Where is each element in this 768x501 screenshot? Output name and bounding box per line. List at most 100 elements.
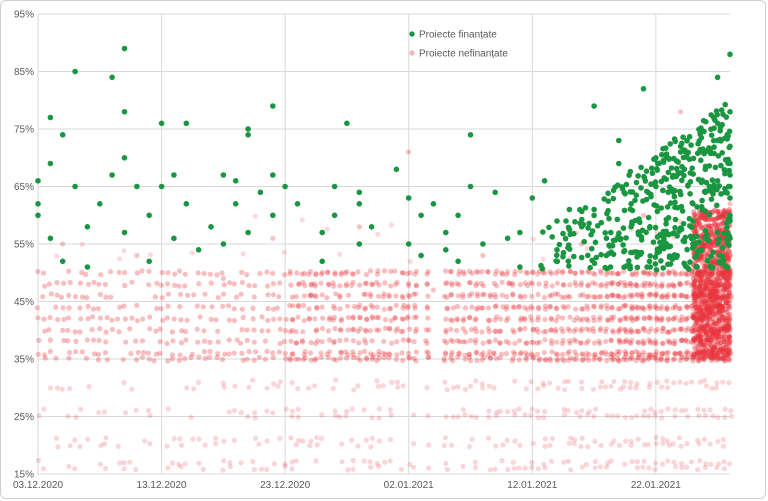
funded-point <box>724 136 730 142</box>
unfunded-point <box>708 300 715 306</box>
unfunded-point <box>713 357 719 363</box>
unfunded-point <box>231 306 237 312</box>
unfunded-point <box>234 337 240 343</box>
unfunded-point <box>697 379 703 385</box>
unfunded-point <box>683 407 689 413</box>
unfunded-point <box>710 312 716 318</box>
unfunded-point <box>251 327 257 333</box>
unfunded-point <box>704 323 711 329</box>
unfunded-point <box>530 339 537 345</box>
funded-point <box>672 138 679 145</box>
unfunded-point <box>628 328 634 334</box>
unfunded-point <box>702 263 708 269</box>
unfunded-point <box>721 349 727 355</box>
unfunded-point <box>363 272 369 278</box>
unfunded-point <box>277 379 284 385</box>
unfunded-point <box>679 292 685 298</box>
unfunded-point <box>609 305 615 311</box>
unfunded-point <box>376 438 382 444</box>
unfunded-point <box>472 317 478 323</box>
funded-point <box>642 178 649 184</box>
funded-point <box>220 241 227 247</box>
funded-point <box>696 126 702 133</box>
unfunded-point <box>375 231 381 237</box>
unfunded-point <box>72 437 78 443</box>
unfunded-point <box>688 338 695 345</box>
unfunded-point <box>424 340 430 346</box>
unfunded-point <box>411 441 417 447</box>
unfunded-point <box>723 300 729 306</box>
unfunded-point <box>455 384 461 390</box>
unfunded-point <box>705 268 711 274</box>
unfunded-point <box>694 218 701 224</box>
unfunded-point <box>679 354 685 360</box>
unfunded-point <box>547 304 553 310</box>
unfunded-point <box>703 323 710 329</box>
unfunded-point <box>715 304 721 310</box>
unfunded-point <box>659 283 665 289</box>
unfunded-point <box>350 457 356 464</box>
unfunded-point <box>703 337 709 343</box>
unfunded-point <box>709 307 716 313</box>
unfunded-point <box>572 270 578 276</box>
unfunded-point <box>684 304 691 310</box>
unfunded-point <box>699 317 705 324</box>
unfunded-point <box>400 383 406 389</box>
unfunded-point <box>698 293 704 299</box>
unfunded-point <box>701 351 707 358</box>
unfunded-point <box>726 325 732 331</box>
unfunded-point <box>129 315 135 321</box>
unfunded-point <box>610 280 616 286</box>
unfunded-point <box>710 239 716 245</box>
unfunded-point <box>486 414 492 420</box>
unfunded-point <box>441 338 448 344</box>
unfunded-point <box>713 291 719 297</box>
unfunded-point <box>127 326 133 332</box>
unfunded-point <box>448 292 454 298</box>
unfunded-point <box>117 256 123 262</box>
unfunded-point <box>565 304 571 310</box>
unfunded-point <box>719 296 725 302</box>
unfunded-point <box>505 315 511 321</box>
unfunded-point <box>707 310 713 316</box>
unfunded-point <box>667 329 673 335</box>
unfunded-point <box>283 316 289 322</box>
unfunded-point <box>702 413 709 419</box>
unfunded-point <box>491 280 497 286</box>
unfunded-point <box>485 317 491 323</box>
unfunded-point <box>700 317 706 323</box>
unfunded-point <box>121 269 128 276</box>
funded-point <box>195 247 202 253</box>
unfunded-point <box>357 282 363 288</box>
unfunded-point <box>153 351 159 357</box>
unfunded-point <box>712 291 718 298</box>
unfunded-point <box>567 314 573 320</box>
unfunded-point <box>492 304 498 310</box>
funded-point <box>714 202 720 209</box>
unfunded-point <box>324 226 330 232</box>
unfunded-point <box>139 338 146 344</box>
unfunded-point <box>722 354 728 360</box>
legend-label-unfunded: Proiecte nefinanțate <box>419 49 508 60</box>
funded-point <box>719 244 726 251</box>
unfunded-point <box>689 354 695 360</box>
funded-point <box>592 239 599 246</box>
unfunded-point <box>700 253 706 259</box>
unfunded-point <box>213 440 219 447</box>
unfunded-point <box>518 315 524 321</box>
unfunded-point <box>585 338 591 344</box>
unfunded-point <box>361 407 367 413</box>
unfunded-point <box>692 294 699 300</box>
funded-point <box>232 201 239 207</box>
unfunded-point <box>73 349 79 355</box>
unfunded-point <box>123 410 129 416</box>
unfunded-point <box>599 281 605 287</box>
funded-point <box>643 168 650 174</box>
unfunded-point <box>337 251 343 257</box>
unfunded-point <box>716 282 722 288</box>
funded-point <box>679 140 685 147</box>
unfunded-point <box>684 441 690 447</box>
unfunded-point <box>368 444 374 450</box>
unfunded-point <box>202 442 208 448</box>
